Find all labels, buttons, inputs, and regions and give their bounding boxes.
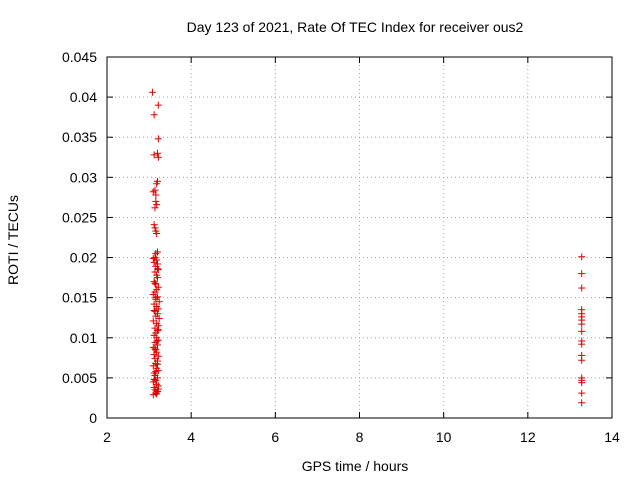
chart-title: Day 123 of 2021, Rate Of TEC Index for r…: [187, 19, 524, 35]
data-point: [150, 375, 158, 383]
data-point: [578, 356, 586, 364]
y-tick-label: 0.01: [70, 330, 97, 346]
data-point: [153, 201, 161, 209]
data-point: [150, 258, 158, 266]
y-tick-label: 0.035: [62, 129, 97, 145]
y-tick-label: 0.03: [70, 169, 97, 185]
data-point: [578, 399, 586, 407]
points-layer: [148, 88, 586, 407]
data-point: [153, 180, 161, 188]
y-tick-label: 0.005: [62, 370, 97, 386]
data-point: [578, 270, 586, 278]
data-point: [154, 248, 161, 256]
data-point: [154, 274, 161, 282]
data-point: [152, 191, 160, 199]
y-tick-label: 0.04: [70, 89, 97, 105]
y-tick-label: 0.025: [62, 209, 97, 225]
y-tick-label: 0: [89, 410, 97, 426]
data-point: [154, 149, 161, 157]
data-point: [155, 298, 163, 306]
data-point: [152, 294, 160, 302]
data-point: [150, 111, 158, 119]
data-point: [578, 389, 586, 397]
data-point: [152, 197, 160, 205]
data-point: [154, 153, 162, 161]
data-point: [149, 391, 157, 399]
x-tick-label: 12: [520, 429, 536, 445]
plot-frame: [106, 56, 613, 419]
data-point: [150, 351, 158, 359]
data-point: [154, 135, 162, 143]
data-point: [154, 360, 161, 368]
x-tick-label: 8: [356, 429, 364, 445]
x-tick-label: 14: [604, 429, 620, 445]
data-point: [152, 250, 160, 258]
tick-label-layer: 2 4 6 8 10 12 14 0 0.005 0.01 0.015 0.02 0.025 0.03 0.…: [62, 49, 620, 445]
data-point: [153, 229, 161, 237]
x-axis-label: GPS time / hours: [302, 458, 409, 474]
data-point: [154, 101, 162, 109]
data-point: [578, 379, 586, 387]
data-point: [578, 253, 586, 261]
data-point: [154, 385, 162, 393]
y-tick-label: 0.02: [70, 250, 97, 266]
data-point: [578, 320, 586, 328]
data-point: [154, 326, 162, 334]
data-point: [152, 367, 160, 375]
data-point: [151, 279, 159, 287]
data-point: [153, 390, 161, 398]
data-point: [578, 327, 586, 335]
y-axis-label: ROTI / TECUs: [5, 195, 21, 285]
y-tick-label: 0.045: [62, 49, 97, 65]
data-point: [578, 340, 586, 348]
data-point: [151, 204, 159, 212]
x-tick-label: 2: [103, 429, 111, 445]
data-point: [578, 284, 586, 292]
data-point: [150, 221, 158, 229]
y-tick-label: 0.015: [62, 290, 97, 306]
data-point: [151, 224, 159, 232]
x-tick-label: 6: [271, 429, 279, 445]
data-point: [154, 265, 161, 273]
data-point: [148, 88, 156, 96]
data-point: [150, 151, 158, 159]
data-point: [155, 315, 163, 323]
data-point: [154, 341, 161, 349]
x-tick-label: 4: [187, 429, 195, 445]
data-point: [149, 254, 157, 262]
data-point: [153, 337, 161, 345]
data-point: [151, 345, 159, 353]
x-tick-label: 10: [436, 429, 452, 445]
data-point: [150, 307, 158, 315]
grid-layer: [107, 57, 612, 418]
data-point: [151, 186, 159, 194]
